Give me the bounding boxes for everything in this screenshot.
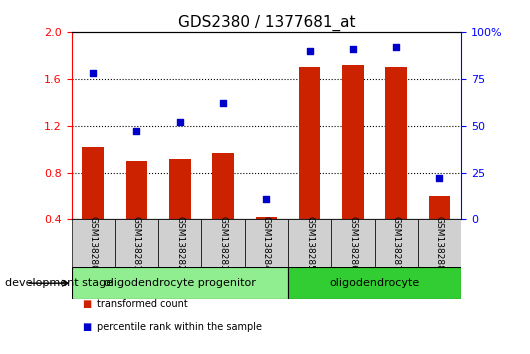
Point [175,119,184,125]
Text: GSM138288: GSM138288 [435,216,444,271]
Bar [158,219,201,267]
Bar [331,219,375,267]
Text: GSM138280: GSM138280 [89,216,98,271]
Bar [342,65,364,219]
Text: GSM138281: GSM138281 [132,216,141,271]
Point [349,46,357,52]
Text: transformed count: transformed count [97,299,188,309]
Bar [418,219,461,267]
Bar [115,219,158,267]
Text: GSM138285: GSM138285 [305,216,314,271]
Text: GSM138282: GSM138282 [175,216,184,271]
Bar [245,219,288,267]
Bar [288,267,461,299]
Bar [385,67,407,219]
Bar [72,267,288,299]
Bar [288,219,331,267]
Point [392,44,401,50]
Point [262,196,270,202]
Text: percentile rank within the sample: percentile rank within the sample [97,322,262,332]
Bar [201,219,245,267]
Text: ■: ■ [82,299,91,309]
Text: oligodendrocyte progenitor: oligodendrocyte progenitor [104,278,255,288]
Bar [126,161,147,219]
Text: GSM138287: GSM138287 [392,216,401,271]
Text: oligodendrocyte: oligodendrocyte [330,278,420,288]
Point [89,70,98,76]
Bar [82,147,104,219]
Point [305,48,314,53]
Point [132,129,141,134]
Bar [169,159,191,219]
Bar [255,217,277,219]
Title: GDS2380 / 1377681_at: GDS2380 / 1377681_at [178,14,355,30]
Point [435,175,444,181]
Bar [212,153,234,219]
Text: GSM138286: GSM138286 [348,216,357,271]
Text: development stage: development stage [5,278,113,288]
Text: GSM138283: GSM138283 [218,216,227,271]
Text: GSM138284: GSM138284 [262,216,271,271]
Bar [375,219,418,267]
Bar [299,67,321,219]
Point [219,100,227,106]
Text: ■: ■ [82,322,91,332]
Bar [429,196,450,219]
Bar [72,219,115,267]
